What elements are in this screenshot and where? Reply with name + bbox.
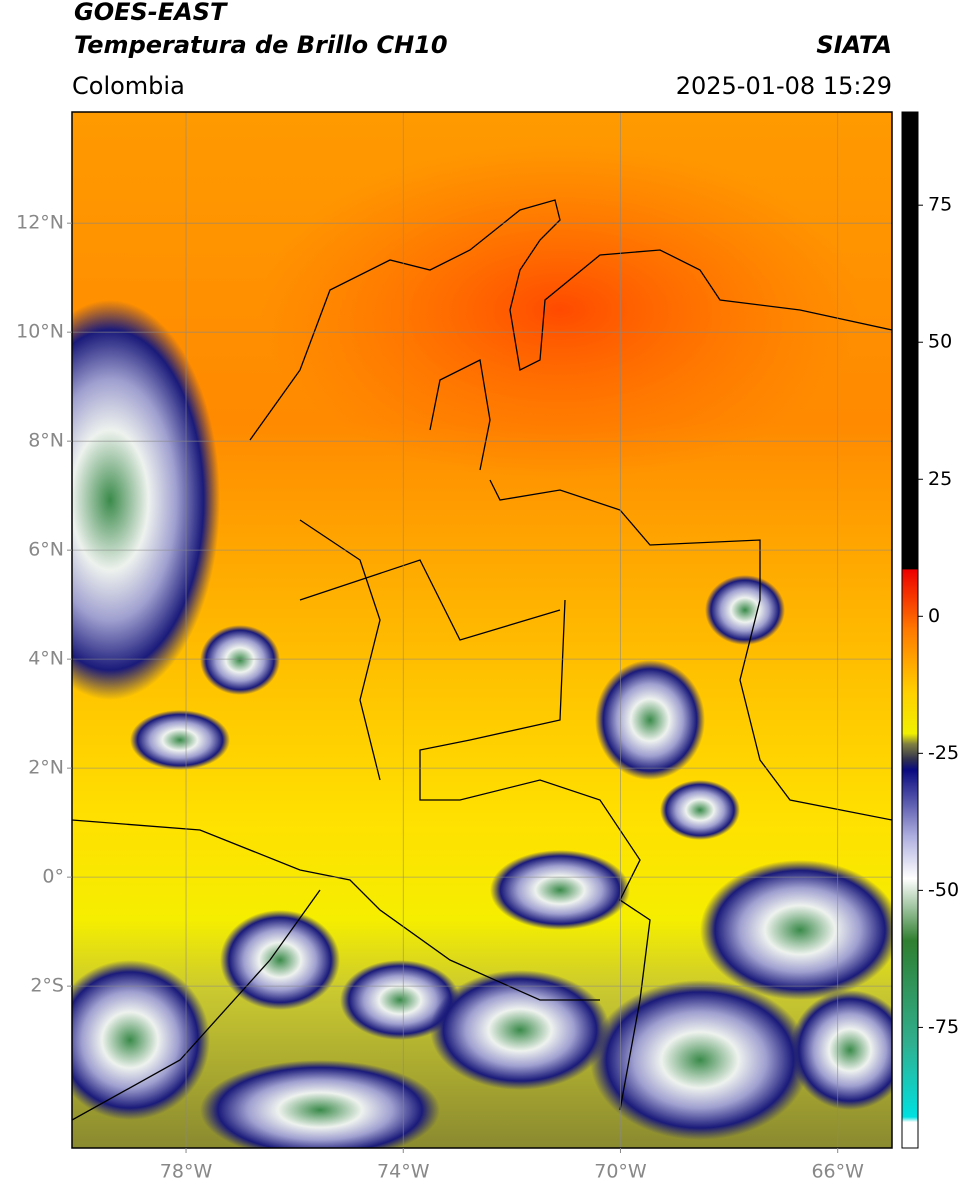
- source: SIATA: [816, 31, 892, 59]
- y-tick-label: 2°S: [30, 975, 64, 997]
- subtitle: Temperatura de Brillo CH10: [74, 31, 448, 59]
- y-tick-label: 10°N: [16, 321, 64, 343]
- y-tick-label: 8°N: [28, 430, 64, 452]
- graticule: [72, 112, 892, 1148]
- colorbar-tick-label: -75: [928, 1016, 959, 1038]
- timestamp: 2025-01-08 15:29: [676, 72, 892, 100]
- colorbar-tick-label: -25: [928, 742, 959, 764]
- title: GOES-EAST: [74, 0, 228, 26]
- colorbar-tick-label: 25: [928, 468, 952, 490]
- region: Colombia: [72, 72, 185, 100]
- y-tick-label: 6°N: [28, 539, 64, 561]
- y-tick-label: 2°N: [28, 757, 64, 779]
- x-tick-label: 74°W: [377, 1161, 430, 1183]
- x-tick-label: 78°W: [160, 1161, 213, 1183]
- y-tick-label: 12°N: [16, 212, 64, 234]
- colorbar-tick-label: -50: [928, 879, 959, 901]
- x-tick-label: 66°W: [811, 1161, 864, 1183]
- colorbar: [901, 111, 919, 1149]
- map-frame: [71, 111, 893, 1149]
- y-tick-label: 0°: [42, 866, 64, 888]
- colorbar-tick-label: 50: [928, 331, 952, 353]
- satellite-image: [72, 112, 892, 1148]
- y-tick-label: 4°N: [28, 648, 64, 670]
- colorbar-tick-label: 75: [928, 194, 952, 216]
- colorbar-tick-label: 0: [928, 605, 940, 627]
- x-tick-label: 70°W: [594, 1161, 647, 1183]
